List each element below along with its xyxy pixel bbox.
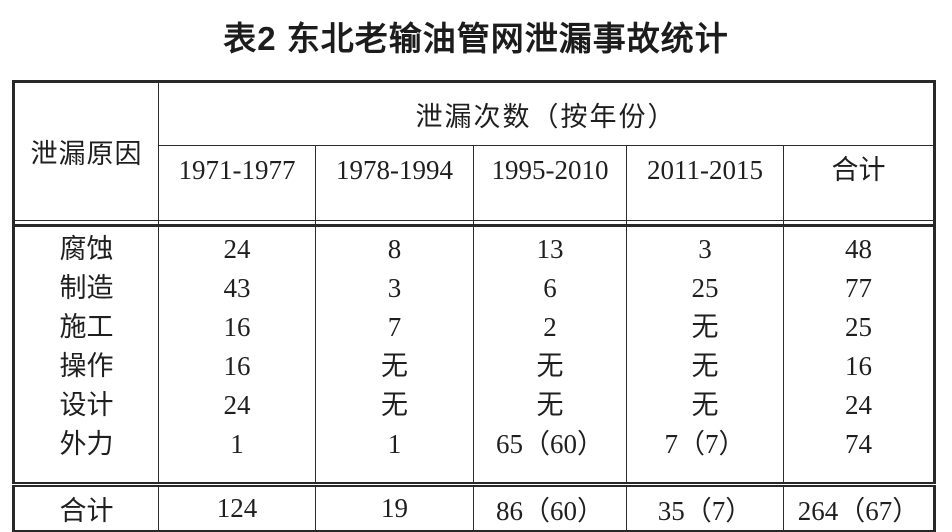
data-column-2011-2015: 3 25 无 无 无 7（7）: [626, 225, 784, 485]
cell-value: 43: [223, 273, 251, 303]
cause-label: 设计: [59, 390, 114, 420]
cell-value: 1: [387, 429, 402, 459]
cause-label: 施工: [59, 312, 114, 342]
cell-value: 74: [845, 429, 873, 459]
header-row-top: 泄漏原因 泄漏次数（按年份）: [13, 81, 936, 221]
cell-value: 3: [387, 273, 402, 303]
data-column-1971-1977: 24 43 16 16 24 1: [158, 225, 316, 485]
column-header-total: 合计: [782, 145, 936, 221]
data-column-total: 48 77 25 16 24 74: [782, 225, 936, 485]
cause-label: 腐蚀: [59, 234, 114, 264]
total-value: 86（60）: [473, 482, 627, 532]
cell-value: 无: [381, 390, 408, 420]
cell-value: 7（7）: [664, 429, 746, 459]
cell-value: 77: [845, 273, 873, 303]
cell-value: 13: [536, 234, 564, 264]
cause-label: 制造: [59, 273, 114, 303]
table-body-row: 腐蚀 制造 施工 操作 设计 外力 24 43 16 16 24 1 8 3 7…: [13, 225, 936, 485]
cell-value: 16: [845, 351, 873, 381]
column-header-2011-2015: 2011-2015: [626, 145, 784, 221]
data-column-1978-1994: 8 3 7 无 无 1: [315, 225, 474, 485]
cell-value: 24: [223, 390, 251, 420]
cell-value: 25: [691, 273, 719, 303]
cell-value: 7: [387, 312, 402, 342]
cell-value: 无: [381, 351, 408, 381]
cell-value: 无: [536, 390, 564, 420]
cell-value: 65（60）: [496, 429, 604, 459]
total-value: 35（7）: [626, 482, 784, 532]
total-row-label: 合计: [13, 482, 159, 532]
cause-label: 操作: [59, 351, 114, 381]
total-value: 124: [158, 482, 316, 532]
cell-value: 无: [691, 312, 719, 342]
divider-cell: [782, 220, 936, 227]
total-value: 264（67）: [782, 482, 936, 532]
column-header-1995-2010: 1995-2010: [473, 145, 627, 221]
cause-column: 腐蚀 制造 施工 操作 设计 外力: [13, 225, 159, 485]
cell-value: 无: [536, 351, 564, 381]
cell-value: 1: [230, 429, 244, 459]
cell-value: 24: [845, 390, 873, 420]
leak-statistics-table: 泄漏原因 泄漏次数（按年份） 1971-1977 1978-1994 1995-…: [12, 80, 937, 532]
header-body-divider: [13, 220, 936, 227]
cell-value: 2: [543, 312, 557, 342]
cell-value: 16: [223, 312, 251, 342]
cell-value: 16: [223, 351, 251, 381]
cell-value: 6: [543, 273, 557, 303]
cause-label: 外力: [59, 429, 114, 459]
cell-value: 无: [691, 351, 719, 381]
cell-value: 25: [845, 312, 873, 342]
data-column-1995-2010: 13 6 2 无 无 65（60）: [473, 225, 627, 485]
corner-header-cell: 泄漏原因: [13, 81, 159, 221]
cell-value: 3: [698, 234, 712, 264]
total-value: 19: [315, 482, 474, 532]
cell-value: 8: [387, 234, 402, 264]
column-header-1978-1994: 1978-1994: [315, 145, 474, 221]
total-row: 合计 124 19 86（60） 35（7） 264（67）: [13, 482, 936, 532]
cell-value: 无: [691, 390, 719, 420]
cell-value: 48: [845, 234, 873, 264]
table-caption: 表2 东北老输油管网泄漏事故统计: [223, 20, 729, 57]
span-header-cell: 泄漏次数（按年份）: [157, 81, 936, 146]
cell-value: 24: [223, 234, 251, 264]
column-header-1971-1977: 1971-1977: [158, 145, 316, 221]
